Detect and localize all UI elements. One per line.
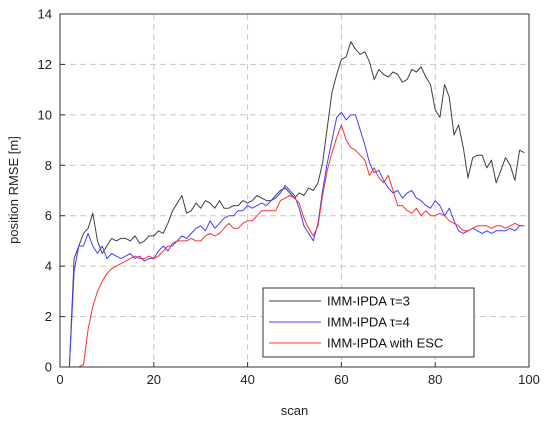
legend: IMM-IPDA τ=3 IMM-IPDA τ=4 IMM-IPDA with ES…: [262, 287, 475, 358]
x-tick-label: 0: [56, 372, 63, 387]
x-tick-label: 60: [334, 372, 348, 387]
y-axis-title: position RMSE [m]: [6, 136, 21, 244]
legend-label-3: IMM-IPDA with ESC: [327, 336, 443, 351]
plot-frame: [59, 13, 530, 368]
series-line-3: [60, 124, 525, 368]
y-tick-label: 14: [38, 7, 52, 22]
x-tick-labels: 0 20 40 60 80 100: [56, 372, 539, 387]
series-line-1: [60, 41, 525, 368]
y-tick-label: 2: [45, 309, 52, 324]
x-tick-label: 20: [147, 372, 161, 387]
y-tick-label: 0: [45, 360, 52, 375]
legend-label-2: IMM-IPDA τ=4: [327, 315, 410, 330]
y-tick-label: 10: [38, 107, 52, 122]
legend-label-1: IMM-IPDA τ=3: [327, 294, 410, 309]
x-axis-title: scan: [281, 403, 308, 418]
y-tick-label: 8: [45, 158, 52, 173]
y-tick-label: 12: [38, 57, 52, 72]
y-tick-labels: 0 2 4 6 8 10 12 14: [38, 7, 52, 375]
y-tick-label: 6: [45, 208, 52, 223]
y-tick-label: 4: [45, 259, 52, 274]
x-tick-label: 80: [428, 372, 442, 387]
x-tick-label: 40: [240, 372, 254, 387]
series-layer: [60, 41, 525, 368]
x-tick-label: 100: [518, 372, 540, 387]
